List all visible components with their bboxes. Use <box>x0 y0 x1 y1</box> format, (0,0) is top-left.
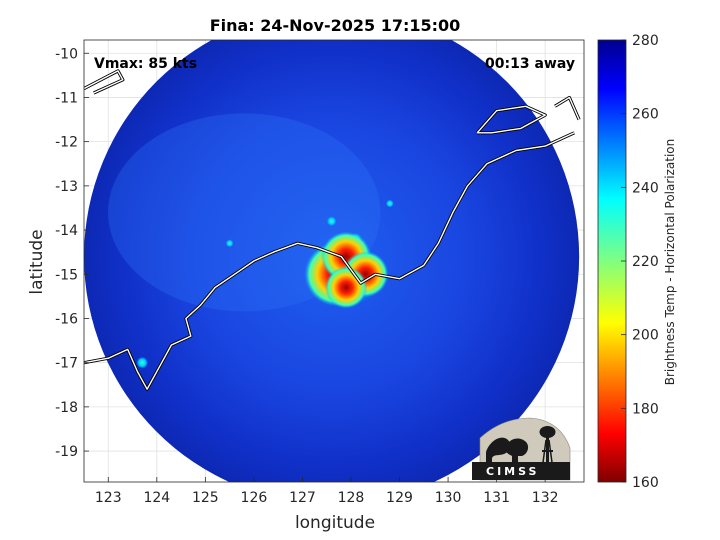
x-tick-label: 126 <box>241 490 268 506</box>
x-axis-label: longitude <box>295 513 375 533</box>
y-tick-label: -13 <box>55 179 78 195</box>
y-axis-label: latitude <box>27 229 47 294</box>
y-tick-label: -16 <box>55 311 78 327</box>
convection-cell <box>225 239 234 248</box>
convection-cell <box>326 216 337 227</box>
colorbar-ticks: 160 180 200 220 240 260 280 <box>621 33 659 491</box>
coastline <box>84 132 575 390</box>
swath-layer <box>84 40 580 482</box>
colorbar-tick-label: 260 <box>632 107 659 123</box>
cold-core-cell <box>325 266 368 309</box>
colorbar-tick-label: 280 <box>632 33 659 49</box>
coastline <box>554 96 580 120</box>
y-tick-label: -15 <box>55 267 78 283</box>
y-tick-label: -19 <box>55 444 78 460</box>
colorbar-tick-label: 200 <box>632 328 659 344</box>
x-tick-label: 131 <box>483 490 510 506</box>
time-away-annotation: 00:13 away <box>485 56 575 72</box>
y-tick-label: -10 <box>55 46 78 62</box>
y-tick-label: -18 <box>55 400 78 416</box>
y-tick-label: -14 <box>55 223 78 239</box>
x-tick-label: 129 <box>386 490 413 506</box>
colorbar-tick-label: 240 <box>632 180 659 196</box>
y-tick-label: -12 <box>55 135 78 151</box>
coastline <box>476 105 546 134</box>
x-tick-label: 127 <box>289 490 316 506</box>
convection-cell <box>136 356 149 369</box>
y-tick-label: -17 <box>55 356 78 372</box>
colorbar-tick-label: 160 <box>632 475 659 491</box>
x-tick-label: 128 <box>338 490 365 506</box>
y-tick-label: -11 <box>55 90 78 106</box>
x-tick-label: 123 <box>95 490 122 506</box>
vmax-annotation: Vmax: 85 kts <box>94 56 197 72</box>
colorbar: 160 180 200 220 240 260 280 Brightness Temp - … <box>597 33 677 491</box>
coastline-layer <box>84 69 581 391</box>
x-tick-label: 132 <box>532 490 559 506</box>
cimss-logo: CIMSS <box>472 417 571 481</box>
logo-text: CIMSS <box>486 465 539 478</box>
colorbar-tick-label: 220 <box>632 254 659 270</box>
plot-frame <box>83 39 585 483</box>
x-axis-ticks: 123 124 125 126 127 128 129 130 131 132 <box>95 477 559 506</box>
colorbar-tick-label: 180 <box>632 401 659 417</box>
x-tick-label: 124 <box>143 490 170 506</box>
x-tick-label: 125 <box>192 490 219 506</box>
chart-title: Fina: 24-Nov-2025 17:15:00 <box>210 16 461 35</box>
x-tick-label: 130 <box>435 490 462 506</box>
colorbar-label: Brightness Temp - Horizontal Polarizatio… <box>663 139 677 386</box>
y-axis-ticks: -10 -11 -12 -13 -14 -15 -16 -17 -18 -19 <box>55 46 89 460</box>
convection-cell <box>385 199 394 208</box>
coastline <box>84 70 124 94</box>
